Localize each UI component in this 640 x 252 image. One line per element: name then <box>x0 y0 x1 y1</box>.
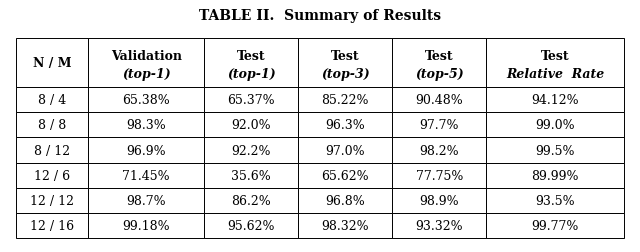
Text: Test: Test <box>541 50 570 62</box>
Bar <box>88 113 204 138</box>
Text: 85.22%: 85.22% <box>321 94 369 107</box>
Bar <box>298 113 392 138</box>
Text: 93.32%: 93.32% <box>415 219 463 232</box>
Bar <box>486 138 624 163</box>
Text: (top-1): (top-1) <box>122 68 171 81</box>
Text: 96.3%: 96.3% <box>326 119 365 132</box>
Text: Test: Test <box>237 50 266 62</box>
Text: (top-5): (top-5) <box>415 68 464 81</box>
Text: 98.7%: 98.7% <box>127 194 166 207</box>
Text: 8 / 12: 8 / 12 <box>34 144 70 157</box>
Bar <box>486 163 624 188</box>
Text: 99.77%: 99.77% <box>532 219 579 232</box>
Text: 65.37%: 65.37% <box>227 94 275 107</box>
Text: 99.5%: 99.5% <box>536 144 575 157</box>
Text: 95.62%: 95.62% <box>227 219 275 232</box>
Bar <box>204 188 298 213</box>
Bar <box>204 138 298 163</box>
Bar <box>392 188 486 213</box>
Text: 65.38%: 65.38% <box>122 94 170 107</box>
Text: 96.9%: 96.9% <box>127 144 166 157</box>
Bar <box>204 88 298 113</box>
Bar <box>298 163 392 188</box>
Bar <box>16 213 88 238</box>
Bar <box>204 163 298 188</box>
Text: 93.5%: 93.5% <box>536 194 575 207</box>
Text: 98.3%: 98.3% <box>127 119 166 132</box>
Bar <box>392 88 486 113</box>
Bar <box>16 138 88 163</box>
Bar <box>486 113 624 138</box>
Bar <box>392 113 486 138</box>
Bar <box>392 39 486 88</box>
Text: Test: Test <box>425 50 454 62</box>
Bar <box>392 213 486 238</box>
Text: 97.0%: 97.0% <box>326 144 365 157</box>
Bar <box>88 39 204 88</box>
Text: 98.2%: 98.2% <box>420 144 460 157</box>
Text: 98.32%: 98.32% <box>321 219 369 232</box>
Bar <box>16 39 88 88</box>
Text: 98.9%: 98.9% <box>420 194 460 207</box>
Text: 99.18%: 99.18% <box>122 219 170 232</box>
Bar <box>16 88 88 113</box>
Bar <box>204 213 298 238</box>
Bar <box>88 188 204 213</box>
Text: Relative  Rate: Relative Rate <box>506 68 604 81</box>
Text: N / M: N / M <box>33 57 72 70</box>
Text: 12 / 16: 12 / 16 <box>30 219 74 232</box>
Text: (top-3): (top-3) <box>321 68 370 81</box>
Text: 96.8%: 96.8% <box>326 194 365 207</box>
Bar <box>486 88 624 113</box>
Text: Validation: Validation <box>111 50 182 62</box>
Bar <box>486 188 624 213</box>
Bar <box>16 163 88 188</box>
Text: 65.62%: 65.62% <box>321 169 369 182</box>
Bar <box>486 213 624 238</box>
Bar <box>298 138 392 163</box>
Bar <box>16 188 88 213</box>
Bar <box>88 163 204 188</box>
Text: 89.99%: 89.99% <box>531 169 579 182</box>
Text: 92.2%: 92.2% <box>232 144 271 157</box>
Text: Test: Test <box>331 50 360 62</box>
Bar <box>16 113 88 138</box>
Bar <box>486 39 624 88</box>
Bar <box>88 213 204 238</box>
Bar <box>298 188 392 213</box>
Text: 12 / 12: 12 / 12 <box>30 194 74 207</box>
Text: 12 / 6: 12 / 6 <box>34 169 70 182</box>
Text: 90.48%: 90.48% <box>415 94 463 107</box>
Text: 94.12%: 94.12% <box>531 94 579 107</box>
Bar <box>298 213 392 238</box>
Bar <box>392 138 486 163</box>
Text: 8 / 8: 8 / 8 <box>38 119 67 132</box>
Bar <box>298 39 392 88</box>
Bar <box>204 39 298 88</box>
Text: 35.6%: 35.6% <box>232 169 271 182</box>
Text: TABLE II.  Summary of Results: TABLE II. Summary of Results <box>199 9 441 23</box>
Text: 86.2%: 86.2% <box>232 194 271 207</box>
Bar <box>298 88 392 113</box>
Bar <box>88 88 204 113</box>
Text: 92.0%: 92.0% <box>232 119 271 132</box>
Text: 8 / 4: 8 / 4 <box>38 94 67 107</box>
Bar <box>88 138 204 163</box>
Text: 99.0%: 99.0% <box>536 119 575 132</box>
Bar <box>204 113 298 138</box>
Text: 71.45%: 71.45% <box>122 169 170 182</box>
Text: (top-1): (top-1) <box>227 68 276 81</box>
Text: 77.75%: 77.75% <box>416 169 463 182</box>
Text: 97.7%: 97.7% <box>420 119 459 132</box>
Bar <box>392 163 486 188</box>
